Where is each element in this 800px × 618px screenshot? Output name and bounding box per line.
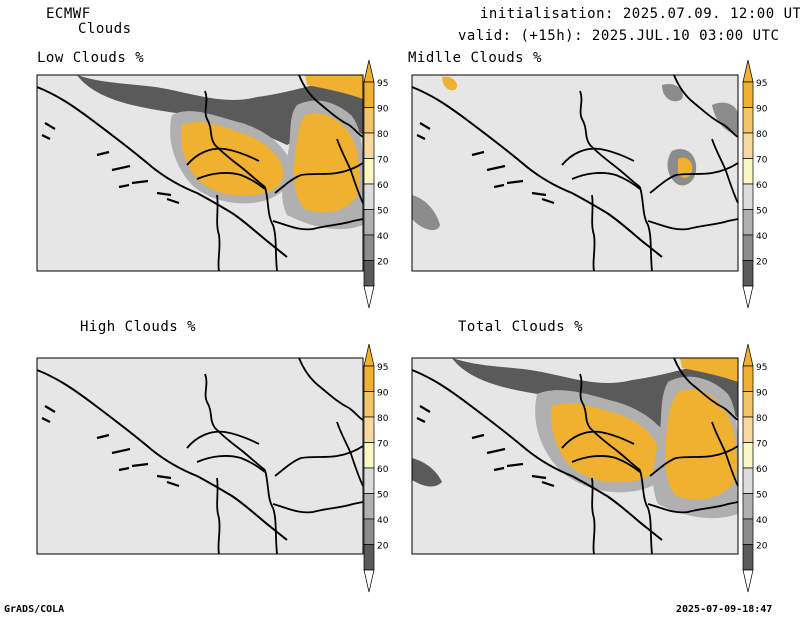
colorbar-bottom-arrow xyxy=(742,569,754,593)
colorbar-total: 95 90 80 70 60 50 40 20 xyxy=(742,343,768,593)
colorbar-segment xyxy=(363,183,375,210)
product-name: Clouds xyxy=(78,21,132,37)
colorbar-segment xyxy=(742,260,754,287)
colorbar-top-arrow xyxy=(742,343,754,367)
colorbar-segment xyxy=(363,158,375,185)
colorbar-segment xyxy=(742,365,754,392)
colorbar-segment xyxy=(363,81,375,108)
colorbar-segment xyxy=(363,391,375,418)
colorbar-segment xyxy=(742,158,754,185)
footer-timestamp: 2025-07-09-18:47 xyxy=(676,604,773,615)
valid-time: valid: (+15h): 2025.JUL.10 03:00 UTC xyxy=(458,28,780,44)
colorbar-segment xyxy=(363,442,375,469)
colorbar-label: 95 xyxy=(377,79,388,89)
colorbar-label: 60 xyxy=(756,465,768,475)
colorbar-segment xyxy=(742,416,754,443)
colorbar-top-arrow xyxy=(742,59,754,83)
colorbar-label: 80 xyxy=(377,414,389,424)
colorbar-label: 40 xyxy=(377,232,389,242)
initialisation-time: initialisation: 2025.07.09. 12:00 UTC xyxy=(480,6,800,22)
colorbar-label: 70 xyxy=(756,156,768,166)
colorbar-label: 95 xyxy=(756,363,767,373)
colorbar-segment xyxy=(742,234,754,261)
colorbar-segment xyxy=(742,544,754,571)
colorbar-segment xyxy=(742,81,754,108)
colorbar-segment xyxy=(363,107,375,134)
colorbar-label: 50 xyxy=(377,491,389,501)
map-panel-middle xyxy=(410,74,739,272)
model-name: ECMWF xyxy=(46,6,91,22)
colorbar-label: 20 xyxy=(377,542,389,552)
colorbar-label: 40 xyxy=(756,232,768,242)
colorbar-label: 95 xyxy=(377,363,388,373)
colorbar-segment xyxy=(363,467,375,494)
panel-title-high: High Clouds % xyxy=(80,319,197,335)
panel-title-middle: Midlle Clouds % xyxy=(408,50,542,66)
colorbar-label: 60 xyxy=(377,465,389,475)
colorbar-bottom-arrow xyxy=(363,285,375,309)
panel-title-low: Low Clouds % xyxy=(37,50,145,66)
colorbar-segment xyxy=(742,132,754,159)
footer-software: GrADS/COLA xyxy=(4,604,65,615)
colorbar-label: 60 xyxy=(756,181,768,191)
colorbar-segment xyxy=(363,518,375,545)
colorbar-segment xyxy=(742,183,754,210)
colorbar-label: 90 xyxy=(377,105,389,115)
colorbar-segment xyxy=(742,442,754,469)
colorbar-label: 90 xyxy=(377,389,389,399)
colorbar-label: 40 xyxy=(756,516,768,526)
map-panel-high xyxy=(35,357,364,555)
colorbar-label: 90 xyxy=(756,105,768,115)
colorbar-segment xyxy=(363,260,375,287)
colorbar-segment xyxy=(742,391,754,418)
colorbar-bottom-arrow xyxy=(742,285,754,309)
colorbar-segment xyxy=(742,518,754,545)
map-panel-total xyxy=(410,357,739,555)
colorbar-segment xyxy=(363,132,375,159)
colorbar-label: 20 xyxy=(377,258,389,268)
colorbar-segment xyxy=(363,365,375,392)
colorbar-label: 40 xyxy=(377,516,389,526)
colorbar-label: 60 xyxy=(377,181,389,191)
colorbar-high: 95 90 80 70 60 50 40 20 xyxy=(363,343,389,593)
colorbar-top-arrow xyxy=(363,59,375,83)
colorbar-label: 50 xyxy=(756,491,768,501)
map-panel-low xyxy=(35,74,364,272)
colorbar-label: 50 xyxy=(756,207,768,217)
colorbar-label: 50 xyxy=(377,207,389,217)
colorbar-segment xyxy=(363,416,375,443)
colorbar-segment xyxy=(363,493,375,520)
panel-title-total: Total Clouds % xyxy=(458,319,584,335)
colorbar-label: 95 xyxy=(756,79,767,89)
colorbar-label: 80 xyxy=(756,414,768,424)
colorbar-label: 80 xyxy=(377,130,389,140)
colorbar-label: 70 xyxy=(377,440,389,450)
colorbar-label: 70 xyxy=(756,440,768,450)
colorbar-middle: 95 90 80 70 60 50 40 20 xyxy=(742,59,768,309)
colorbar-segment xyxy=(363,209,375,236)
colorbar-label: 20 xyxy=(756,258,768,268)
colorbar-label: 70 xyxy=(377,156,389,166)
colorbar-segment xyxy=(742,493,754,520)
colorbar-label: 90 xyxy=(756,389,768,399)
colorbar-segment xyxy=(742,209,754,236)
colorbar-label: 80 xyxy=(756,130,768,140)
colorbar-label: 20 xyxy=(756,542,768,552)
colorbar-segment xyxy=(363,234,375,261)
colorbar-segment xyxy=(363,544,375,571)
colorbar-segment xyxy=(742,107,754,134)
colorbar-top-arrow xyxy=(363,343,375,367)
colorbar-low: 95 90 80 70 60 50 40 20 xyxy=(363,59,389,309)
colorbar-bottom-arrow xyxy=(363,569,375,593)
colorbar-segment xyxy=(742,467,754,494)
